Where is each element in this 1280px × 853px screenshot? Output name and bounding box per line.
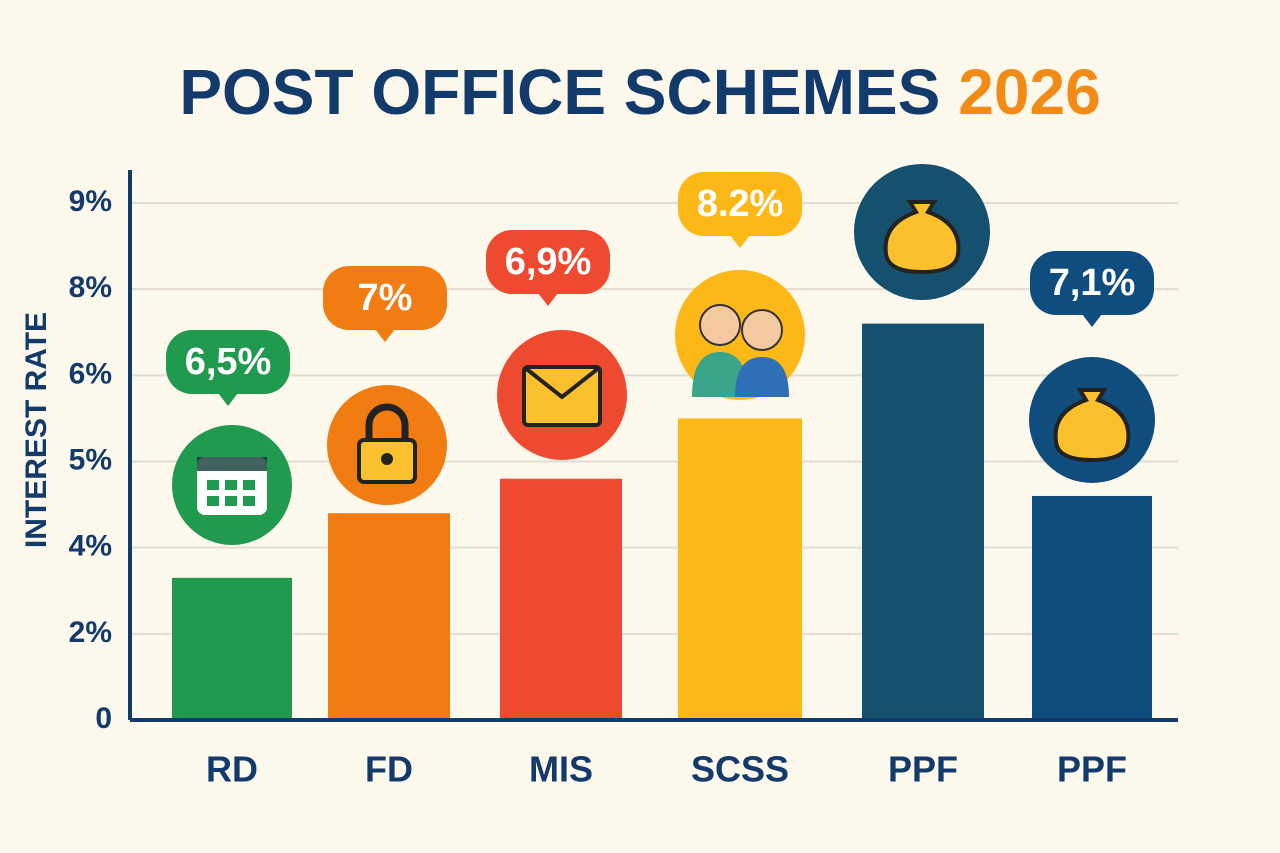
bar [500, 478, 622, 720]
y-tick-label: 2% [69, 616, 112, 649]
bubble-pointer [1082, 314, 1102, 327]
y-tick-label: 5% [69, 443, 112, 476]
y-tick-label: 9% [69, 185, 112, 218]
bar [328, 513, 450, 720]
bubble-label: 8.2% [697, 183, 784, 225]
icon [854, 164, 990, 300]
bubble-pointer [218, 393, 238, 406]
bubble [486, 230, 610, 294]
icon-shape [522, 365, 602, 400]
bubble-pointer [538, 293, 558, 306]
bubble-label: 7% [358, 277, 413, 319]
bubble [166, 330, 290, 394]
bubble-pointer [730, 235, 750, 248]
x-tick-label: FD [365, 749, 413, 790]
icon-shape [883, 200, 961, 275]
icon-shape [1053, 388, 1131, 463]
icon-shape [225, 480, 237, 490]
y-axis-label: INTEREST RATE [20, 312, 53, 548]
icon [675, 270, 805, 400]
icon [1029, 357, 1155, 483]
bar [172, 577, 292, 720]
bar [862, 323, 984, 720]
y-tick-label: 0 [95, 702, 112, 735]
icon-shape [735, 357, 789, 397]
bubble [1030, 251, 1154, 315]
icon-shape [207, 496, 219, 506]
icon [172, 425, 292, 545]
bubble [678, 172, 802, 236]
icon-shape [699, 304, 741, 346]
icon-shape [225, 496, 237, 506]
title-year: 2026 [958, 56, 1100, 128]
y-tick-label: 8% [69, 271, 112, 304]
icon [327, 385, 447, 505]
bar [678, 418, 802, 720]
y-tick-label: 6% [69, 357, 112, 390]
bubble [323, 266, 447, 330]
title-main: POST OFFICE SCHEMES [179, 56, 940, 128]
chart-title: POST OFFICE SCHEMES 2026 [179, 56, 1100, 128]
x-tick-label: RD [206, 749, 258, 790]
icon-shape [381, 453, 393, 465]
x-tick-label: SCSS [691, 749, 789, 790]
x-tick-label: MIS [529, 749, 593, 790]
icon-shape [243, 480, 255, 490]
icon-shape [692, 352, 748, 397]
icon-shape [207, 480, 219, 490]
icon-shape [741, 309, 783, 351]
icon-shape [365, 403, 409, 440]
bubble-label: 6,5% [185, 341, 272, 383]
y-tick-label: 4% [69, 530, 112, 563]
bubble-label: 6,9% [505, 241, 592, 283]
icon-shape [243, 496, 255, 506]
bubble-pointer [375, 329, 395, 342]
icon [497, 330, 627, 460]
bar [1032, 495, 1152, 720]
x-tick-label: PPF [1057, 749, 1127, 790]
icon-shape [197, 457, 267, 471]
x-tick-label: PPF [888, 749, 958, 790]
bubble-label: 7,1% [1049, 262, 1136, 304]
